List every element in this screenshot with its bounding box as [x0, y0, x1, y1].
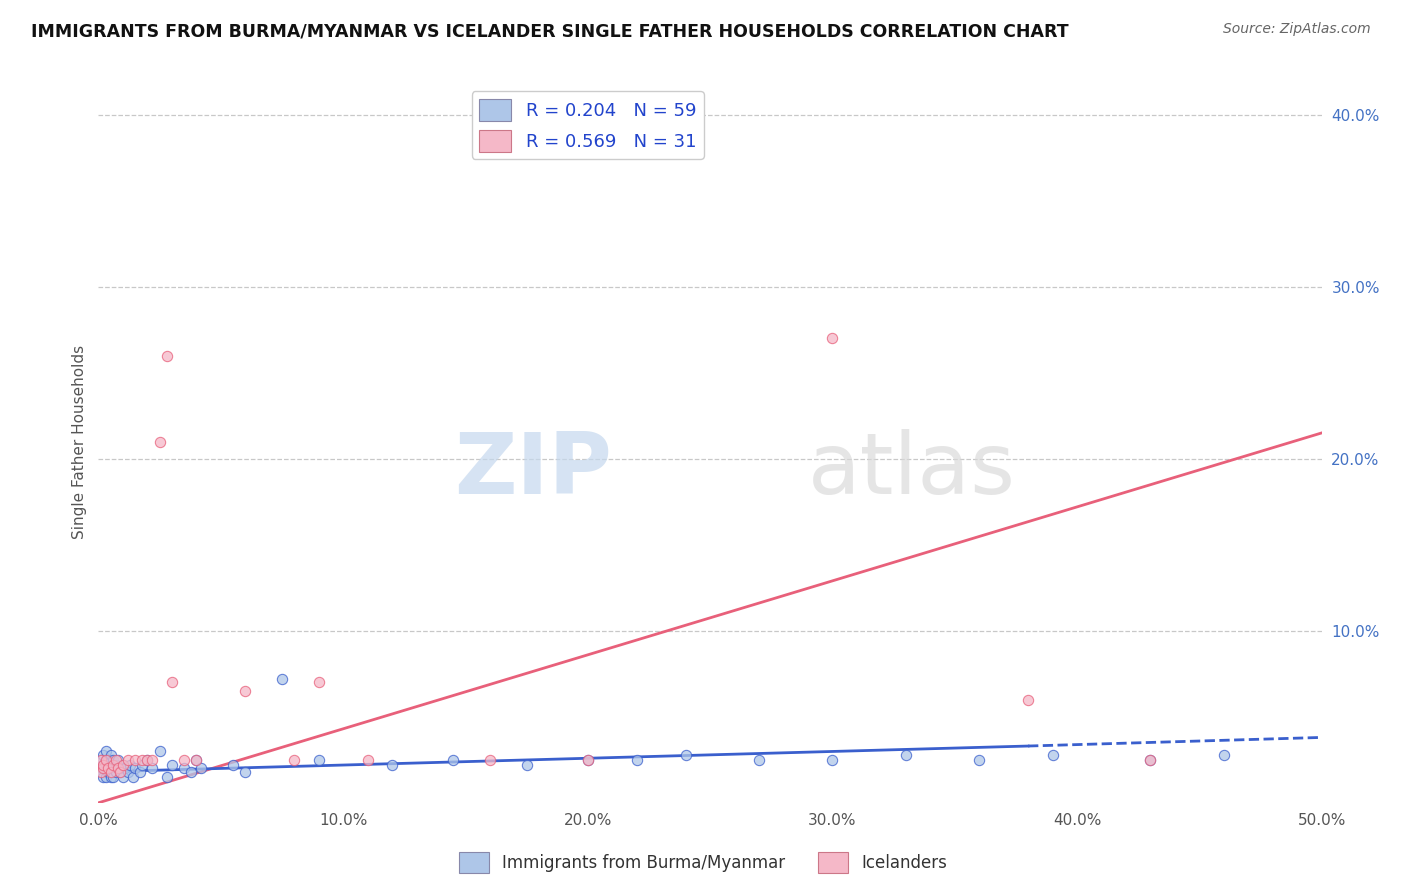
Point: [1042, 747, 1064, 762]
Point: [156, 770, 179, 784]
Point: [1139, 753, 1161, 767]
Point: [91, 747, 114, 762]
Point: [104, 753, 127, 767]
Point: [110, 764, 132, 779]
Point: [101, 758, 124, 772]
Point: [1017, 692, 1039, 706]
Point: [308, 675, 330, 690]
Point: [91, 770, 114, 784]
Point: [626, 753, 648, 767]
Point: [107, 761, 129, 775]
Point: [121, 770, 143, 784]
Point: [136, 753, 159, 767]
Point: [90, 764, 112, 779]
Point: [441, 753, 464, 767]
Text: atlas: atlas: [808, 429, 1017, 512]
Point: [111, 758, 134, 772]
Point: [94, 744, 117, 758]
Point: [186, 753, 208, 767]
Legend: R = 0.204   N = 59, R = 0.569   N = 31: R = 0.204 N = 59, R = 0.569 N = 31: [472, 92, 703, 159]
Point: [129, 764, 152, 779]
Point: [100, 770, 122, 784]
Point: [97, 758, 120, 772]
Point: [91, 758, 114, 772]
Y-axis label: Single Father Households: Single Father Households: [72, 344, 87, 539]
Point: [107, 761, 129, 775]
Point: [101, 770, 124, 784]
Point: [821, 331, 844, 345]
Point: [748, 753, 770, 767]
Point: [173, 761, 195, 775]
Point: [190, 761, 212, 775]
Point: [97, 761, 120, 775]
Point: [97, 753, 120, 767]
Point: [308, 753, 330, 767]
Point: [149, 434, 172, 449]
Point: [381, 758, 404, 772]
Point: [233, 764, 256, 779]
Point: [222, 758, 245, 772]
Point: [110, 764, 132, 779]
Point: [100, 764, 122, 779]
Point: [114, 761, 136, 775]
Point: [131, 758, 153, 772]
Point: [515, 758, 537, 772]
Point: [104, 764, 127, 779]
Point: [124, 761, 146, 775]
Point: [270, 672, 294, 686]
Point: [111, 770, 134, 784]
Point: [100, 747, 122, 762]
Text: ZIP: ZIP: [454, 429, 612, 512]
Point: [156, 349, 179, 363]
Point: [160, 758, 183, 772]
Point: [576, 753, 599, 767]
Point: [141, 761, 163, 775]
Point: [91, 758, 114, 772]
Point: [100, 761, 122, 775]
Point: [97, 764, 120, 779]
Text: IMMIGRANTS FROM BURMA/MYANMAR VS ICELANDER SINGLE FATHER HOUSEHOLDS CORRELATION : IMMIGRANTS FROM BURMA/MYANMAR VS ICELAND…: [31, 22, 1069, 40]
Point: [283, 753, 305, 767]
Point: [124, 753, 146, 767]
Point: [233, 684, 256, 698]
Point: [141, 753, 163, 767]
Point: [117, 764, 139, 779]
Point: [576, 753, 599, 767]
Point: [894, 747, 917, 762]
Text: Source: ZipAtlas.com: Source: ZipAtlas.com: [1223, 22, 1371, 37]
Point: [90, 753, 112, 767]
Point: [104, 758, 127, 772]
Point: [180, 764, 202, 779]
Point: [821, 753, 844, 767]
Point: [90, 753, 112, 767]
Point: [131, 753, 153, 767]
Point: [136, 753, 159, 767]
Point: [94, 770, 117, 784]
Point: [94, 753, 117, 767]
Point: [107, 753, 129, 767]
Point: [1212, 747, 1234, 762]
Point: [1139, 753, 1161, 767]
Point: [100, 753, 122, 767]
Point: [120, 758, 142, 772]
Point: [111, 758, 134, 772]
Point: [117, 753, 139, 767]
Point: [160, 675, 183, 690]
Point: [94, 761, 117, 775]
Point: [94, 753, 117, 767]
Point: [675, 747, 697, 762]
Point: [967, 753, 990, 767]
Point: [186, 753, 208, 767]
Point: [356, 753, 378, 767]
Legend: Immigrants from Burma/Myanmar, Icelanders: Immigrants from Burma/Myanmar, Icelander…: [451, 846, 955, 880]
Point: [478, 753, 501, 767]
Point: [101, 761, 124, 775]
Point: [91, 761, 114, 775]
Point: [101, 753, 124, 767]
Point: [90, 764, 112, 779]
Point: [173, 753, 195, 767]
Point: [149, 744, 172, 758]
